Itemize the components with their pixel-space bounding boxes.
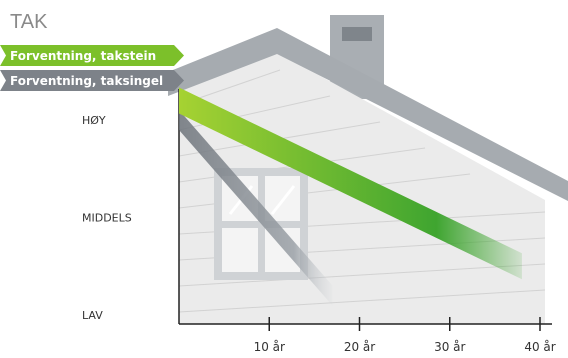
y-ticks: HØY MIDDELS LAV	[82, 114, 132, 322]
legend-label-1: Forventning, taksingel	[10, 74, 163, 88]
legend-tag-0	[0, 45, 184, 66]
series-band-0	[179, 87, 522, 280]
y-tick-label: LAV	[82, 309, 103, 322]
x-ticks: 10 år 20 år 30 år 40 år	[254, 317, 556, 354]
x-tick-label: 10 år	[254, 340, 285, 354]
y-tick-label: HØY	[82, 114, 106, 127]
y-tick-label: MIDDELS	[82, 212, 132, 225]
x-tick-label: 40 år	[524, 340, 555, 354]
x-tick-label: 30 år	[434, 340, 465, 354]
series-group	[179, 87, 522, 306]
legend-label-0: Forventning, takstein	[10, 49, 156, 63]
chimney-cap	[342, 27, 372, 41]
chart-title: TAK	[10, 11, 48, 33]
legend-tag-1	[0, 70, 184, 91]
legend: Forventning, takstein Forventning, taksin…	[0, 45, 184, 91]
series-band-1	[179, 110, 333, 306]
x-tick-label: 20 år	[344, 340, 375, 354]
